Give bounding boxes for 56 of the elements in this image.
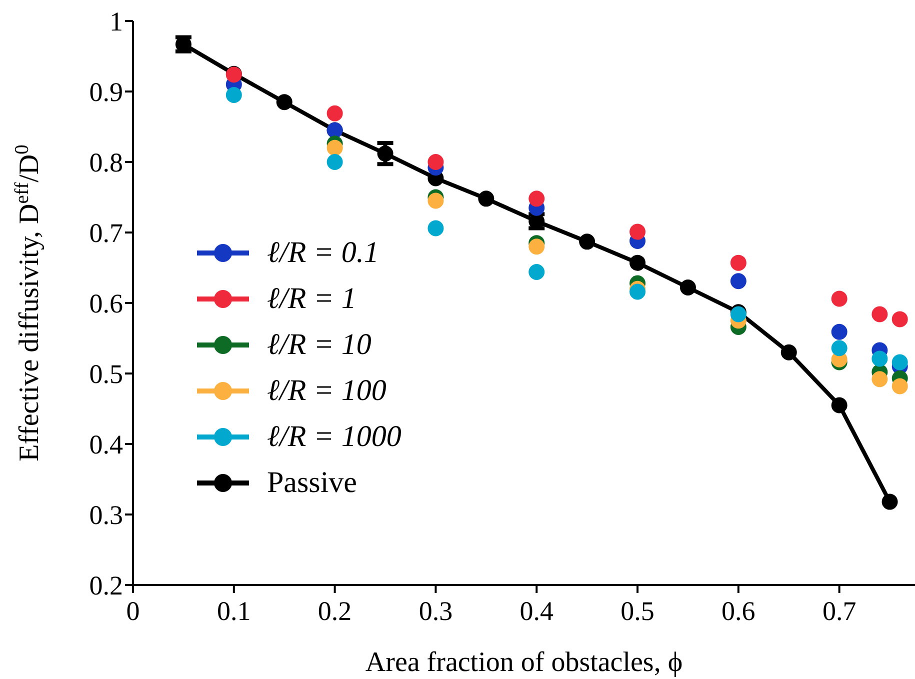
legend-label: Passive [267, 466, 357, 500]
point [872, 306, 888, 322]
point [630, 284, 646, 300]
y-tick-label: 0.3 [89, 500, 123, 530]
point [780, 344, 797, 360]
point [377, 146, 394, 162]
point [326, 105, 343, 122]
point [730, 254, 746, 271]
y-tick-label: 0.9 [89, 77, 123, 108]
y-tick-label: 0.5 [89, 359, 123, 390]
point [831, 324, 848, 340]
point [730, 273, 746, 290]
point [276, 94, 292, 110]
point [831, 397, 848, 414]
point [428, 192, 444, 209]
x-tick-label: 0.1 [217, 596, 251, 626]
y-tick-label: 0.7 [89, 218, 123, 248]
x-tick-label: 0.3 [418, 596, 453, 626]
point [326, 140, 343, 156]
legend-label: ℓ/R = 100 [267, 374, 386, 408]
point [226, 87, 242, 104]
point [630, 224, 646, 240]
y-tick-label: 0.6 [89, 288, 123, 319]
y-tick-label: 0.4 [89, 430, 124, 460]
y-tick-label: 0.8 [89, 148, 123, 178]
point [892, 311, 908, 328]
point [528, 238, 545, 255]
point [528, 264, 545, 280]
y-tick-label: 0.2 [89, 570, 123, 601]
x-axis-title: Area fraction of obstacles, ϕ [365, 647, 683, 678]
point [630, 254, 646, 271]
point [831, 340, 848, 356]
point [892, 378, 908, 394]
legend-label: ℓ/R = 1 [267, 282, 356, 316]
point [831, 290, 848, 307]
point [882, 494, 898, 510]
x-tick-label: 0.7 [822, 596, 856, 626]
point [680, 279, 696, 296]
point [872, 371, 888, 388]
x-tick-label: 0.5 [620, 596, 654, 626]
point [579, 234, 596, 250]
x-tick-label: 0.2 [318, 596, 352, 626]
point [892, 354, 908, 370]
x-tick-label: 0 [126, 596, 140, 626]
y-tick-label: 1 [110, 6, 123, 37]
x-tick-label: 0.6 [722, 596, 756, 626]
point [872, 350, 888, 367]
legend-label: ℓ/R = 0.1 [267, 236, 379, 270]
point [478, 190, 494, 207]
legend-label: ℓ/R = 1000 [267, 420, 402, 454]
point [428, 154, 444, 170]
point [428, 220, 444, 236]
point [528, 190, 545, 207]
x-tick-label: 0.4 [520, 596, 554, 626]
point [326, 154, 343, 170]
legend-label: ℓ/R = 10 [267, 328, 372, 362]
